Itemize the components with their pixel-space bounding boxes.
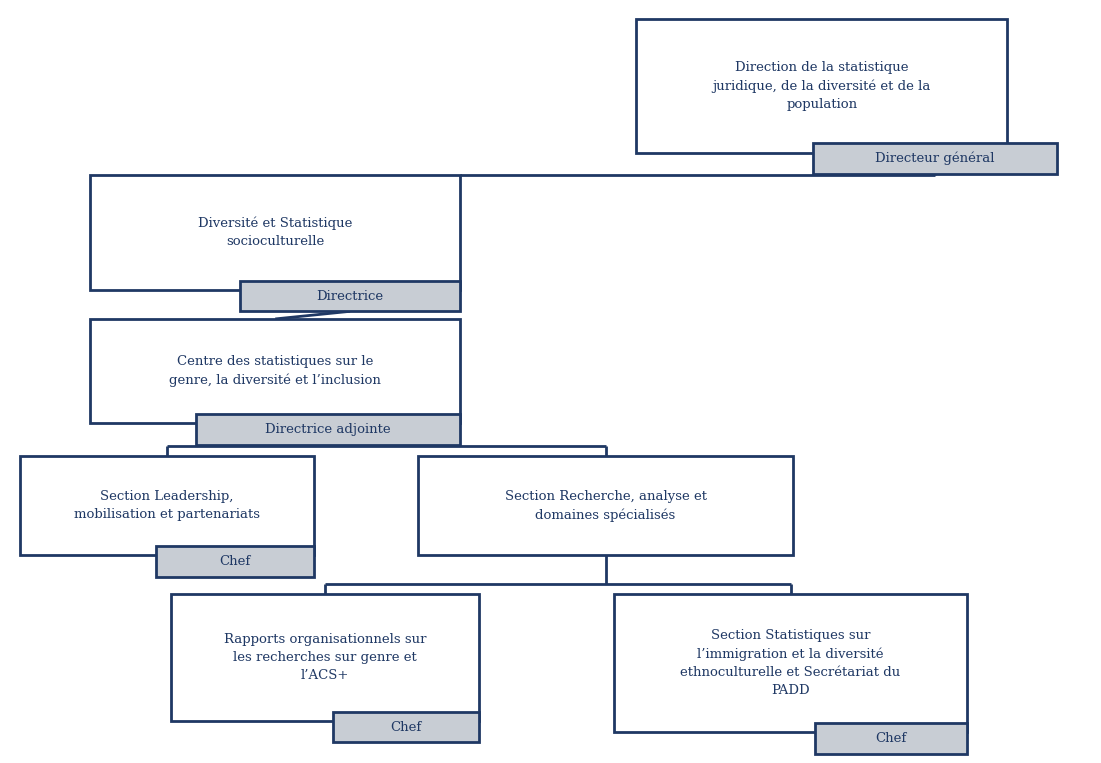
- Text: Directeur général: Directeur général: [875, 152, 994, 166]
- Bar: [815, 723, 967, 754]
- Text: Direction de la statistique
juridique, de la diversité et de la
population: Direction de la statistique juridique, d…: [712, 61, 931, 111]
- Bar: [171, 594, 479, 721]
- Text: Diversité et Statistique
socioculturelle: Diversité et Statistique socioculturelle: [198, 217, 352, 249]
- Bar: [156, 546, 314, 577]
- Bar: [20, 456, 314, 555]
- Bar: [813, 143, 1057, 174]
- Text: Directrice adjointe: Directrice adjointe: [265, 423, 391, 436]
- Bar: [418, 456, 793, 555]
- Bar: [196, 414, 460, 445]
- Bar: [614, 594, 967, 732]
- Bar: [636, 19, 1007, 153]
- Text: Chef: Chef: [875, 732, 906, 745]
- Text: Chef: Chef: [219, 555, 251, 568]
- Bar: [240, 281, 460, 311]
- Text: Chef: Chef: [390, 720, 422, 734]
- Text: Directrice: Directrice: [317, 289, 383, 303]
- Text: Section Statistiques sur
l’immigration et la diversité
ethnoculturelle et Secrét: Section Statistiques sur l’immigration e…: [680, 629, 901, 697]
- Text: Rapports organisationnels sur
les recherches sur genre et
l’ACS+: Rapports organisationnels sur les recher…: [224, 633, 426, 682]
- Bar: [90, 319, 460, 423]
- Text: Section Recherche, analyse et
domaines spécialisés: Section Recherche, analyse et domaines s…: [504, 490, 707, 522]
- Bar: [333, 712, 479, 742]
- Text: Section Leadership,
mobilisation et partenariats: Section Leadership, mobilisation et part…: [74, 491, 260, 521]
- Text: Centre des statistiques sur le
genre, la diversité et l’inclusion: Centre des statistiques sur le genre, la…: [170, 356, 381, 387]
- Bar: [90, 175, 460, 290]
